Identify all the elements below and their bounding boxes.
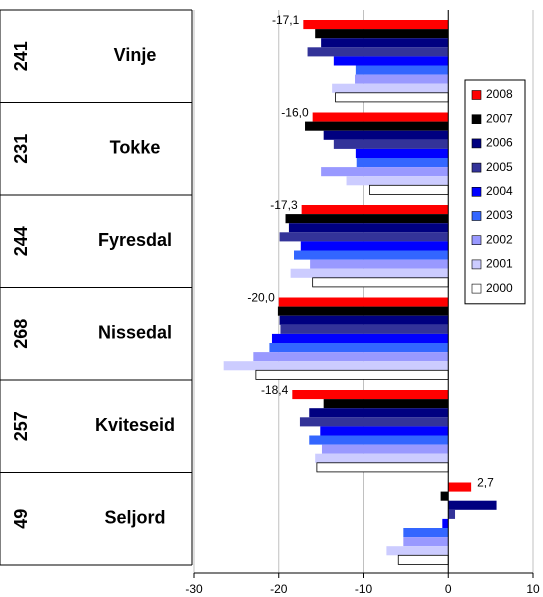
bar bbox=[323, 399, 449, 409]
bar bbox=[285, 214, 449, 224]
row-code: 268 bbox=[11, 319, 31, 349]
bar bbox=[303, 20, 449, 30]
bar bbox=[255, 369, 449, 380]
legend-swatch bbox=[471, 235, 482, 245]
bar bbox=[332, 83, 449, 93]
legend-swatch bbox=[471, 162, 482, 173]
bar bbox=[299, 417, 449, 427]
bar bbox=[355, 148, 449, 158]
bar bbox=[305, 121, 449, 131]
bar bbox=[321, 167, 449, 177]
value-label: 2,7 bbox=[477, 476, 494, 490]
legend-swatch bbox=[471, 187, 482, 197]
bar bbox=[301, 205, 449, 215]
bar bbox=[316, 462, 449, 473]
legend-label: 2006 bbox=[486, 136, 513, 150]
bar bbox=[321, 38, 449, 48]
bar bbox=[386, 546, 449, 556]
bar bbox=[320, 426, 449, 436]
bar bbox=[310, 259, 449, 269]
bar bbox=[315, 29, 449, 39]
row-name: Fyresdal bbox=[98, 230, 172, 250]
bar bbox=[269, 343, 449, 353]
row-code: 257 bbox=[11, 411, 31, 441]
bar bbox=[315, 453, 449, 463]
value-label: -20,0 bbox=[247, 291, 275, 305]
legend-swatch bbox=[471, 138, 482, 149]
bar bbox=[307, 47, 449, 57]
bar bbox=[448, 509, 456, 519]
bar bbox=[309, 435, 449, 445]
x-tick-label: -10 bbox=[355, 582, 373, 596]
bar bbox=[333, 139, 449, 149]
bar bbox=[300, 241, 449, 251]
bar bbox=[355, 65, 449, 75]
bar bbox=[278, 297, 449, 307]
bar bbox=[294, 250, 449, 260]
x-tick-label: 0 bbox=[445, 582, 452, 596]
legend-label: 2003 bbox=[486, 208, 513, 222]
bar bbox=[323, 130, 449, 140]
legend-swatch bbox=[471, 259, 482, 270]
bar bbox=[448, 482, 472, 492]
bar bbox=[346, 176, 449, 186]
bar bbox=[292, 390, 449, 400]
row-name: Kviteseid bbox=[95, 415, 175, 435]
value-label: -17,3 bbox=[270, 198, 298, 212]
bar bbox=[335, 92, 449, 103]
bar bbox=[288, 223, 449, 233]
bar bbox=[280, 324, 449, 334]
legend-label: 2007 bbox=[486, 111, 513, 125]
bar bbox=[440, 491, 449, 501]
bar bbox=[369, 184, 449, 195]
x-tick-label: -20 bbox=[270, 582, 288, 596]
row-code: 241 bbox=[11, 41, 31, 71]
bar bbox=[312, 112, 449, 122]
bar bbox=[403, 528, 449, 538]
bar bbox=[223, 361, 449, 371]
row-code: 231 bbox=[11, 134, 31, 164]
bar bbox=[279, 232, 449, 242]
bar bbox=[279, 315, 449, 325]
row-code: 244 bbox=[11, 226, 31, 256]
legend-label: 2008 bbox=[486, 87, 513, 101]
legend-swatch bbox=[471, 283, 482, 294]
legend-label: 2001 bbox=[486, 257, 513, 271]
bar bbox=[309, 408, 449, 418]
row-name: Seljord bbox=[104, 508, 165, 528]
bar bbox=[356, 158, 449, 168]
row-name: Vinje bbox=[114, 45, 157, 65]
value-label: -16,0 bbox=[281, 106, 309, 120]
row-name: Tokke bbox=[110, 138, 161, 158]
bar bbox=[448, 500, 497, 510]
legend-swatch bbox=[471, 90, 482, 100]
bar bbox=[397, 554, 449, 565]
bar bbox=[442, 518, 449, 528]
row-name: Nissedal bbox=[98, 323, 172, 343]
bar bbox=[253, 352, 449, 362]
x-tick-label: 10 bbox=[526, 582, 540, 596]
legend-label: 2000 bbox=[486, 281, 513, 295]
bar bbox=[277, 306, 449, 316]
bar bbox=[355, 74, 449, 84]
legend-label: 2002 bbox=[486, 232, 513, 246]
legend-label: 2005 bbox=[486, 160, 513, 174]
legend-label: 2004 bbox=[486, 184, 513, 198]
row-code: 49 bbox=[11, 509, 31, 529]
bar bbox=[290, 268, 449, 278]
value-label: -17,1 bbox=[272, 13, 300, 27]
bar bbox=[403, 537, 449, 547]
x-tick-label: -30 bbox=[185, 582, 203, 596]
legend: 2008 2007 2006 2005 2004 2003 2002 2001 2000 bbox=[464, 79, 526, 305]
bar bbox=[333, 56, 449, 66]
legend-swatch bbox=[471, 211, 482, 221]
bar bbox=[312, 277, 449, 288]
bar bbox=[321, 444, 449, 454]
bar bbox=[271, 333, 449, 343]
legend-swatch bbox=[471, 114, 482, 124]
value-label: -18,4 bbox=[261, 383, 289, 397]
